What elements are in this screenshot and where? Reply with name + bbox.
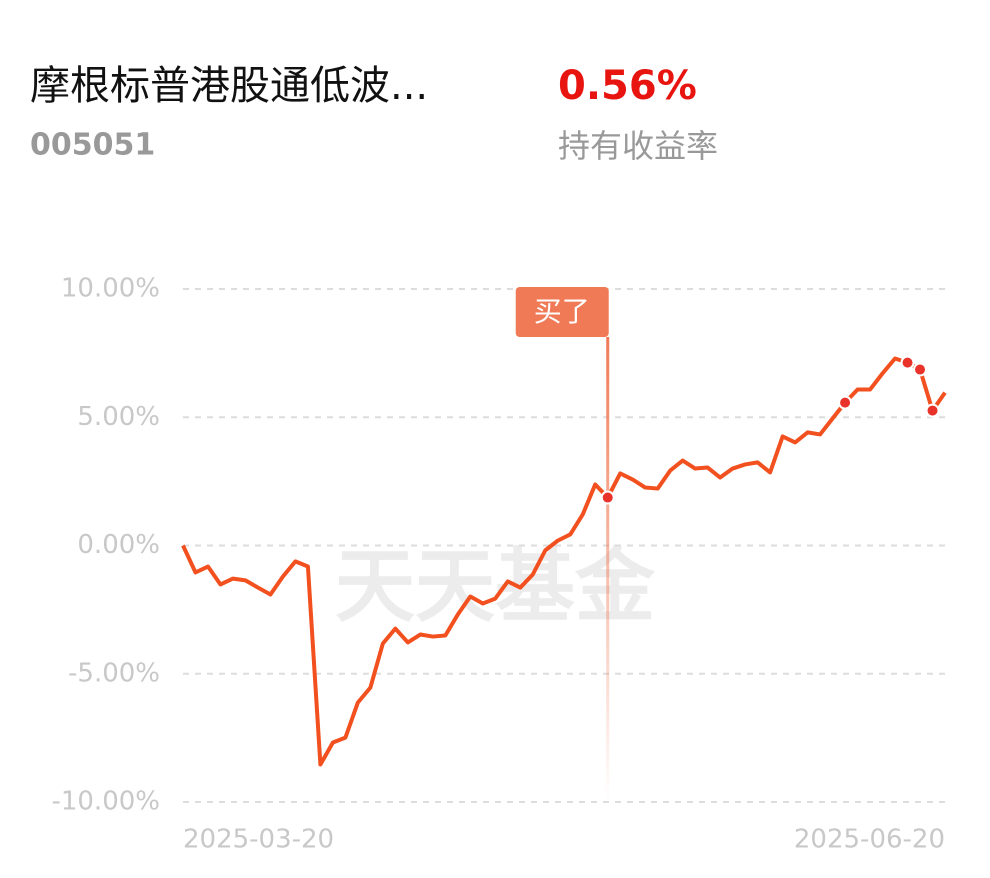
buy-tag: 买了 <box>534 295 590 328</box>
x-tick-label: 2025-06-20 <box>794 825 945 855</box>
holding-return-label: 持有收益率 <box>558 127 718 165</box>
y-tick-label: 10.00% <box>61 274 160 304</box>
x-tick-label: 2025-03-20 <box>183 825 334 855</box>
point <box>600 490 615 505</box>
point <box>925 403 940 418</box>
point <box>900 355 915 370</box>
y-tick-label: 0.00% <box>77 530 160 560</box>
buy-tag-bg <box>515 287 609 337</box>
fund-title: 摩根标普港股通低波... <box>30 63 428 109</box>
y-tick-label: -5.00% <box>68 658 160 688</box>
fund-code: 005051 <box>30 128 155 163</box>
buy-line <box>606 337 610 802</box>
y-tick-label: -10.00% <box>51 787 160 817</box>
holding-return: 0.56% <box>558 63 697 109</box>
y-tick-label: 5.00% <box>77 402 160 432</box>
point <box>838 395 853 410</box>
line <box>181 356 947 767</box>
point <box>913 362 928 377</box>
watermark: 天天基金 <box>335 540 656 633</box>
